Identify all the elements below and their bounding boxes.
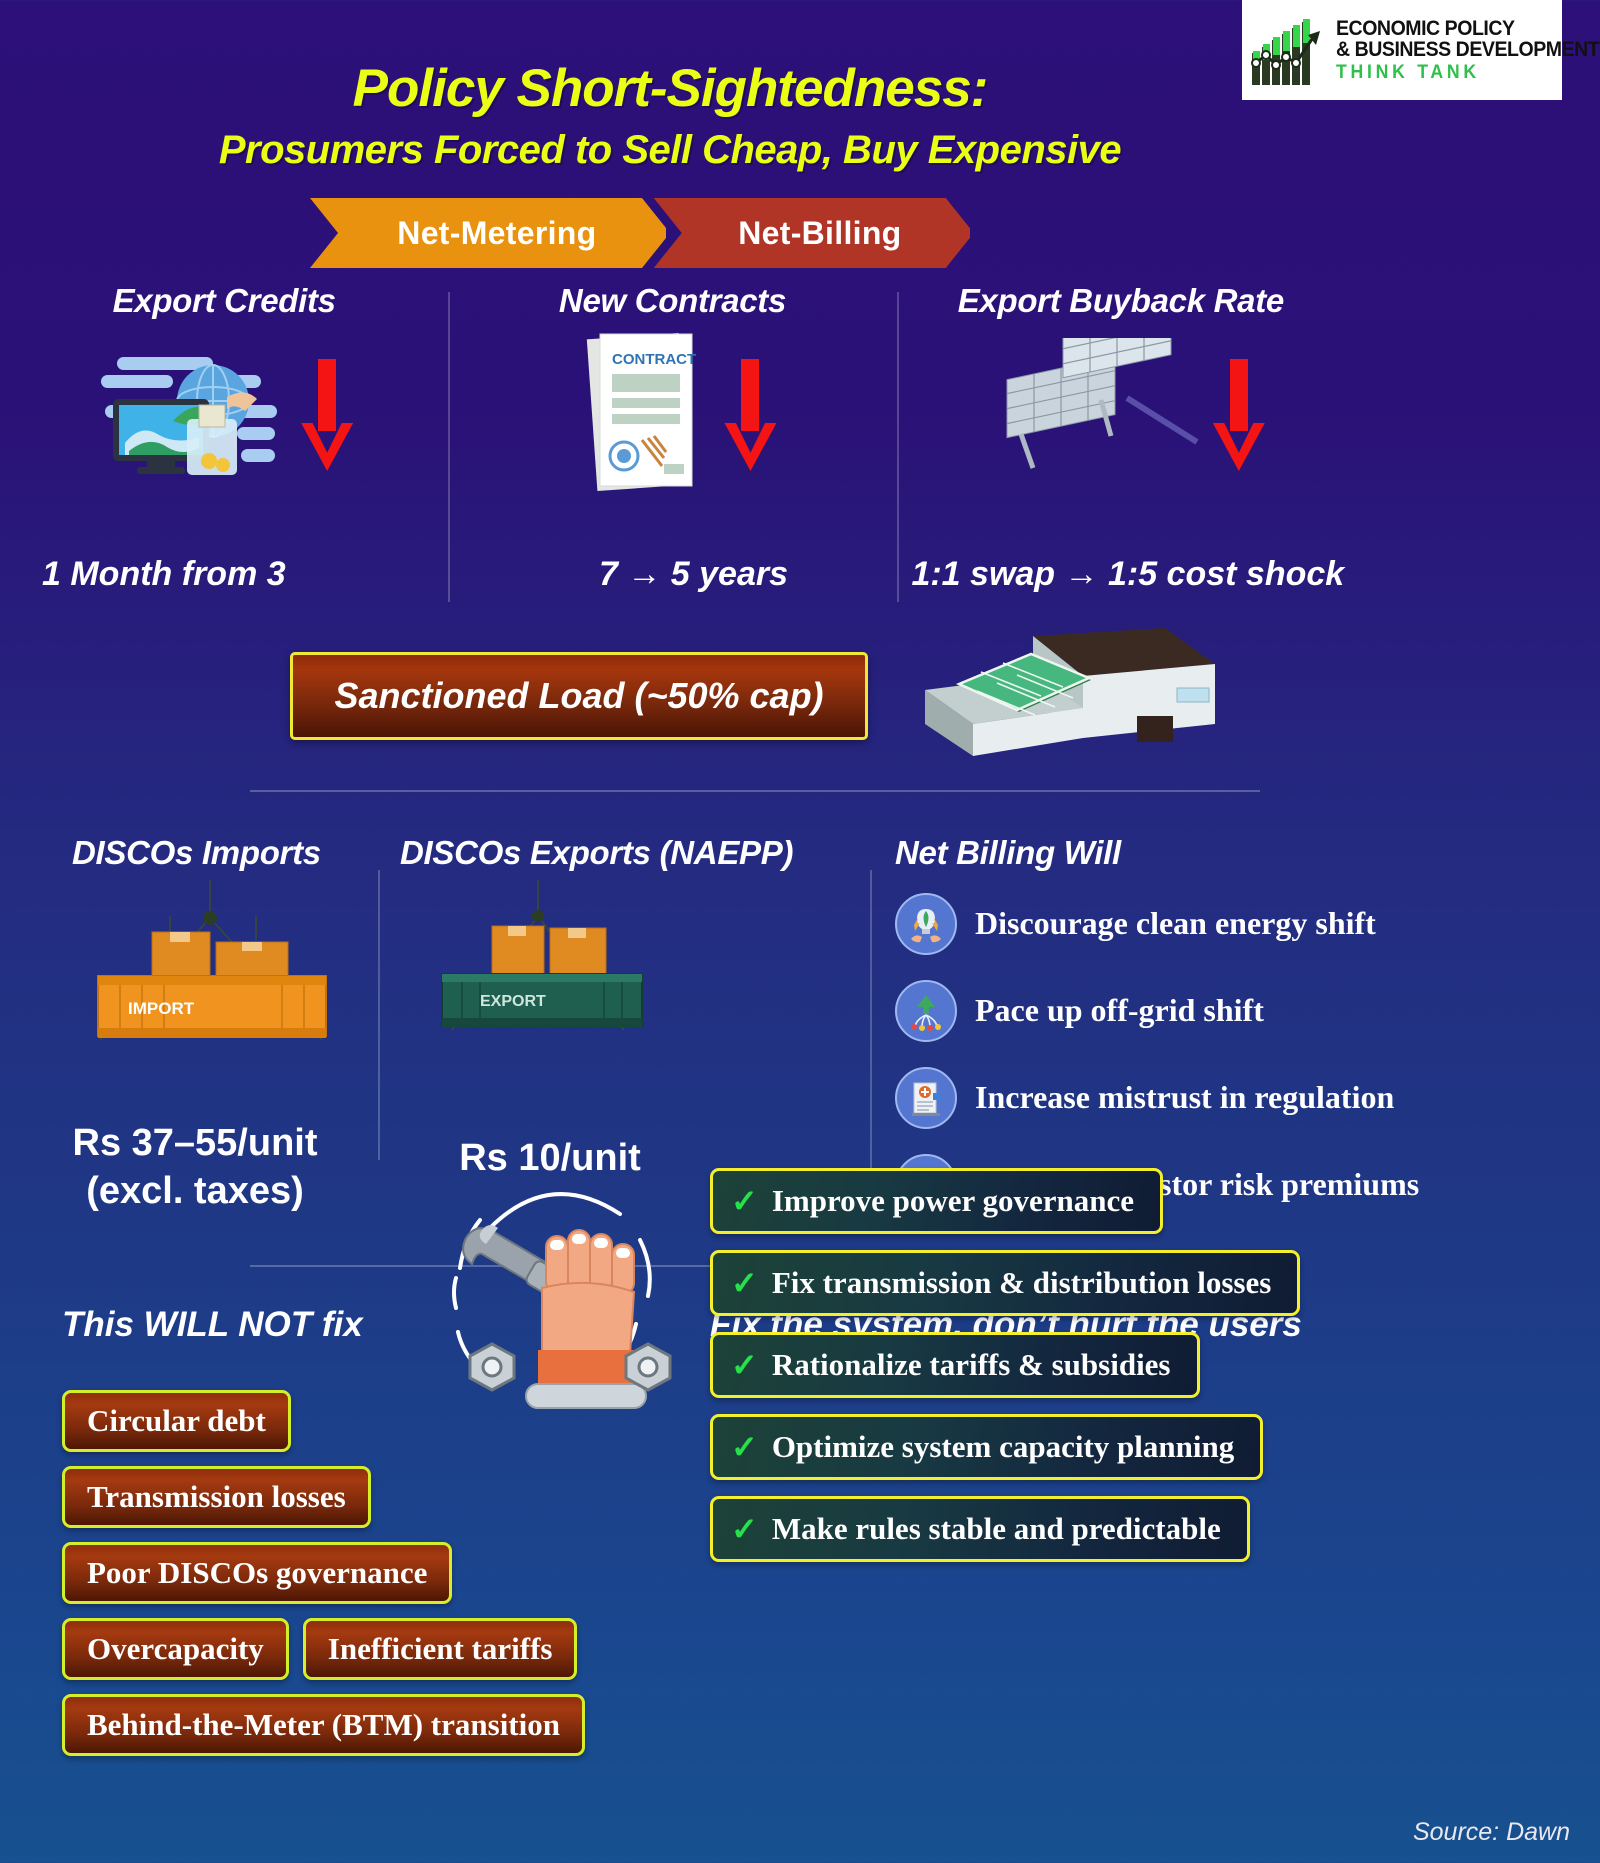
value-export-buyback: 1:1 swap → 1:5 cost shock <box>911 555 1345 593</box>
panel-heading: New Contracts <box>558 282 787 319</box>
global-trade-icon <box>95 343 295 488</box>
divider-vertical-1 <box>378 870 380 1160</box>
imports-value-line1: Rs 37–55/unit <box>72 1122 318 1164</box>
list-item: Inefficient tariffs <box>302 1618 578 1680</box>
panel-heading: Export Buyback Rate <box>957 282 1285 319</box>
list-item-label: Improve power governance <box>771 1183 1135 1218</box>
list-item: Circular debt <box>62 1390 291 1452</box>
growth-chart-icon <box>1250 13 1328 87</box>
value-new-contracts: 7 → 5 years <box>598 555 788 593</box>
list-item: Pace up off-grid shift <box>895 967 1535 1054</box>
check-icon: ✓ <box>731 1429 758 1465</box>
list-item-label: Rationalize tariffs & subsidies <box>771 1347 1171 1382</box>
discos-exports-value: Rs 10/unit <box>459 1137 641 1179</box>
regulation-document-icon <box>895 1066 957 1129</box>
list-item-label: Increase mistrust in regulation <box>975 1079 1395 1115</box>
list-item: ✓ Make rules stable and predictable <box>710 1496 1250 1562</box>
logo-line-3: THINK TANK <box>1336 62 1480 83</box>
divider-vertical-2 <box>870 870 872 1200</box>
will-not-fix-heading: This WILL NOT fix <box>62 1305 363 1344</box>
list-item: Poor DISCOs governance <box>62 1542 453 1604</box>
imports-value-line2: (excl. taxes) <box>86 1169 304 1212</box>
list-item-row: Overcapacity Inefficient tariffs <box>62 1618 578 1680</box>
banner-net-metering: Net-Metering <box>310 198 666 268</box>
down-arrow-icon <box>1212 359 1265 471</box>
net-billing-will-heading: Net Billing Will <box>895 834 1121 871</box>
net-billing-will-list: Discourage clean energy shift Pace up of… <box>895 880 1535 1228</box>
green-bulb-hands-icon <box>895 892 957 955</box>
discos-imports-value: Rs 37–55/unit (excl. taxes) <box>30 1120 360 1215</box>
list-item: ✓ Optimize system capacity planning <box>710 1414 1264 1480</box>
check-icon: ✓ <box>731 1347 758 1383</box>
transition-banner: Net-Metering Net-Billing <box>310 198 970 268</box>
check-icon: ✓ <box>731 1265 758 1301</box>
value-export-credits: 1 Month from 3 <box>42 555 286 593</box>
list-item-label: Pace up off-grid shift <box>975 992 1264 1028</box>
will-not-fix-list: Circular debt Transmission losses Poor D… <box>62 1390 585 1756</box>
down-arrow-icon <box>724 359 777 471</box>
list-item-label: Fix transmission & distribution losses <box>771 1265 1272 1300</box>
page-title: Policy Short-Sightedness: <box>352 59 989 118</box>
logo-line-2: & BUSINESS DEVELOPMENT <box>1336 38 1600 61</box>
wrench-hand-icon <box>430 1148 680 1428</box>
list-item-label: Discourage clean energy shift <box>975 905 1376 941</box>
export-container-icon: EXPORT <box>418 880 668 1085</box>
list-item: Increase mistrust in regulation <box>895 1054 1535 1141</box>
sanctioned-load-box: Sanctioned Load (~50% cap) <box>290 652 868 740</box>
list-item: Behind-the-Meter (BTM) transition <box>62 1694 585 1756</box>
top-metrics-values: 1 Month from 3 7 → 5 years 1:1 swap → 1:… <box>0 555 1345 594</box>
discos-imports-heading: DISCOs Imports <box>72 834 321 871</box>
down-arrow-icon <box>301 359 354 471</box>
check-icon: ✓ <box>731 1183 758 1219</box>
list-item: Transmission losses <box>62 1466 371 1528</box>
list-item: Discourage clean energy shift <box>895 880 1535 967</box>
source-credit: Source: Dawn <box>1412 1818 1570 1846</box>
logo-line-1: ECONOMIC POLICY <box>1336 17 1515 40</box>
contract-document-icon: CONTRACT <box>568 328 718 503</box>
list-item: ✓ Rationalize tariffs & subsidies <box>710 1332 1200 1398</box>
list-item-label: Make rules stable and predictable <box>771 1511 1221 1546</box>
banner-net-billing: Net-Billing <box>653 198 970 268</box>
svg-text:IMPORT: IMPORT <box>128 999 195 1018</box>
list-item: Overcapacity <box>62 1618 289 1680</box>
page-subtitle: Prosumers Forced to Sell Cheap, Buy Expe… <box>218 128 1122 172</box>
solar-panels-icon <box>977 295 1207 493</box>
list-item-label: Optimize system capacity planning <box>771 1429 1235 1464</box>
rooftop-solar-house-icon <box>915 628 1245 768</box>
section-divider-1 <box>250 790 1260 792</box>
svg-text:CONTRACT: CONTRACT <box>612 351 696 368</box>
off-grid-network-icon <box>895 979 957 1042</box>
panel-heading: Export Credits <box>112 282 336 319</box>
panel-export-buyback-rate: Export Buyback Rate <box>896 282 1345 602</box>
top-metrics-row: Export Credits <box>0 282 1345 602</box>
svg-text:EXPORT: EXPORT <box>480 993 546 1010</box>
check-icon: ✓ <box>731 1511 758 1547</box>
organization-logo: ECONOMIC POLICY & BUSINESS DEVELOPMENT T… <box>1242 0 1600 100</box>
fix-system-list: ✓ Improve power governance ✓ Fix transmi… <box>710 1168 1301 1562</box>
import-container-icon: IMPORT <box>60 880 360 1085</box>
list-item: ✓ Fix transmission & distribution losses <box>710 1250 1301 1316</box>
discos-exports-heading: DISCOs Exports (NAEPP) <box>400 834 794 871</box>
list-item: ✓ Improve power governance <box>710 1168 1164 1234</box>
panel-export-credits: Export Credits <box>0 282 448 532</box>
panel-new-contracts: New Contracts CONTRACT <box>448 282 896 602</box>
